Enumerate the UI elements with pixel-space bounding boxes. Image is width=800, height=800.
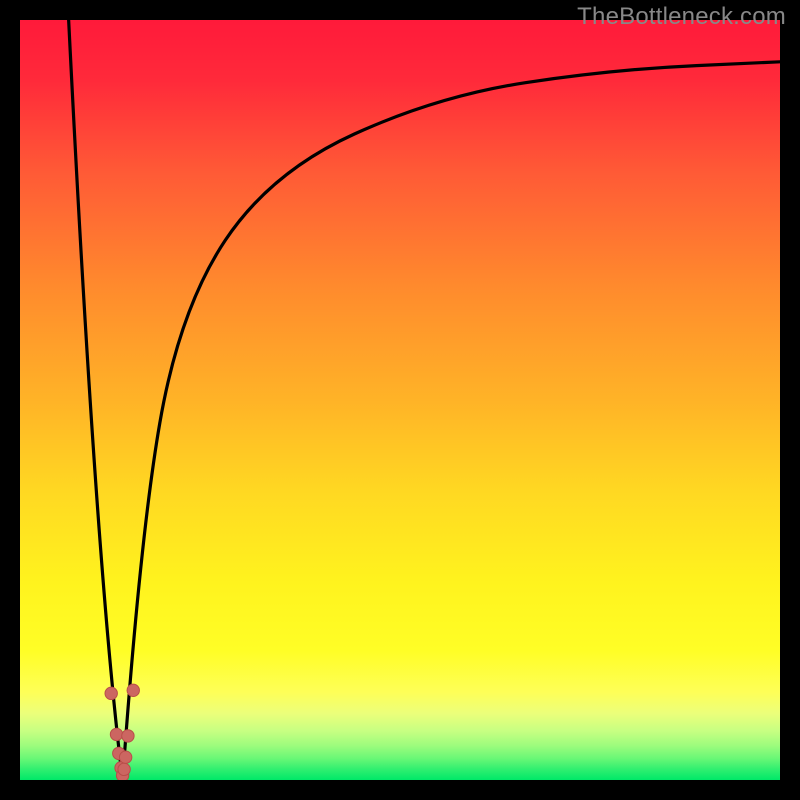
- watermark-text: TheBottleneck.com: [577, 3, 786, 31]
- data-marker: [105, 687, 117, 699]
- plot-background: [20, 20, 780, 780]
- data-marker: [110, 728, 122, 740]
- chart-svg: [0, 0, 800, 800]
- data-marker: [127, 684, 139, 696]
- data-marker: [118, 763, 130, 775]
- chart-root: TheBottleneck.com: [0, 0, 800, 800]
- data-marker: [119, 751, 131, 763]
- data-marker: [122, 730, 134, 742]
